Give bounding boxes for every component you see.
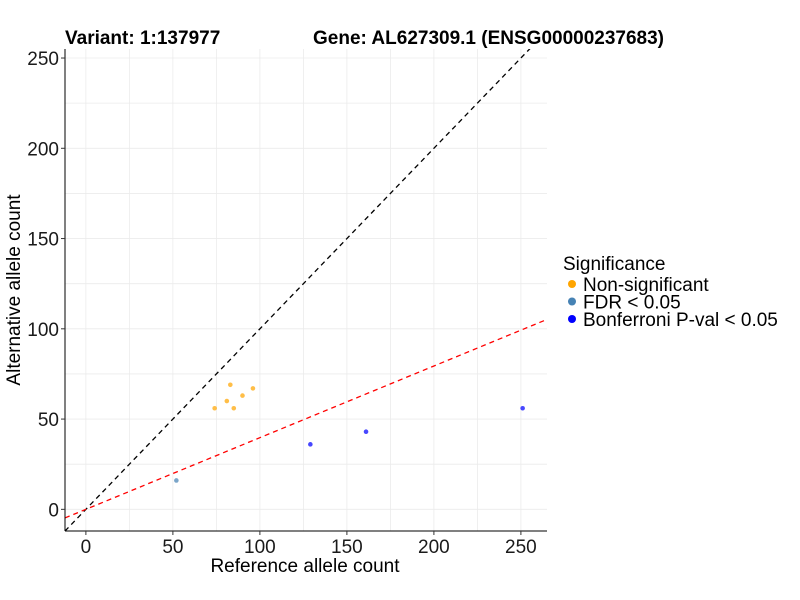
data-point <box>212 405 217 411</box>
reference-line-1 <box>65 49 531 531</box>
data-point <box>520 405 525 411</box>
plot-area <box>65 49 547 531</box>
x-tick-label: 50 <box>162 537 183 558</box>
legend-key <box>568 280 576 288</box>
x-tick-label: 200 <box>418 537 450 558</box>
legend-title: Significance <box>563 254 665 275</box>
legend-label: Non-significant <box>583 275 709 296</box>
x-tick-label: 100 <box>244 537 276 558</box>
x-tick-label: 150 <box>331 537 363 558</box>
legend-key <box>568 315 576 323</box>
y-tick-label: 100 <box>27 320 59 341</box>
y-tick-label: 200 <box>27 139 59 160</box>
reference-line-2 <box>65 318 547 519</box>
legend-label: Bonferroni P-val < 0.05 <box>583 310 778 331</box>
y-tick-label: 0 <box>48 500 59 521</box>
x-tick-label: 0 <box>81 537 92 558</box>
y-axis-ticks: 0 50 100 150 200 250 <box>27 49 65 521</box>
data-point <box>363 429 369 435</box>
y-tick-label: 150 <box>27 230 59 251</box>
x-axis-ticks: 0 50 100 150 200 250 <box>81 531 537 558</box>
data-points <box>174 382 525 483</box>
axes <box>64 49 547 532</box>
legend-key <box>568 297 576 306</box>
x-axis-title: Reference allele count <box>210 556 400 577</box>
y-axis-title: Alternative allele count <box>4 194 25 386</box>
x-tick-label: 250 <box>505 537 537 558</box>
data-point <box>174 478 179 483</box>
data-point <box>228 382 233 388</box>
data-point <box>250 386 256 391</box>
y-tick-label: 250 <box>27 49 59 70</box>
data-point <box>240 393 245 398</box>
reference-lines <box>65 49 547 531</box>
chart-title-gene: Gene: AL627309.1 (ENSG00000237683) <box>313 28 664 49</box>
data-point <box>231 405 237 411</box>
grid-lines <box>65 49 547 531</box>
legend-label: FDR < 0.05 <box>583 293 681 314</box>
y-tick-label: 50 <box>38 410 59 431</box>
data-point <box>224 398 230 404</box>
chart-title-variant: Variant: 1:137977 <box>65 28 220 49</box>
data-point <box>308 442 313 447</box>
